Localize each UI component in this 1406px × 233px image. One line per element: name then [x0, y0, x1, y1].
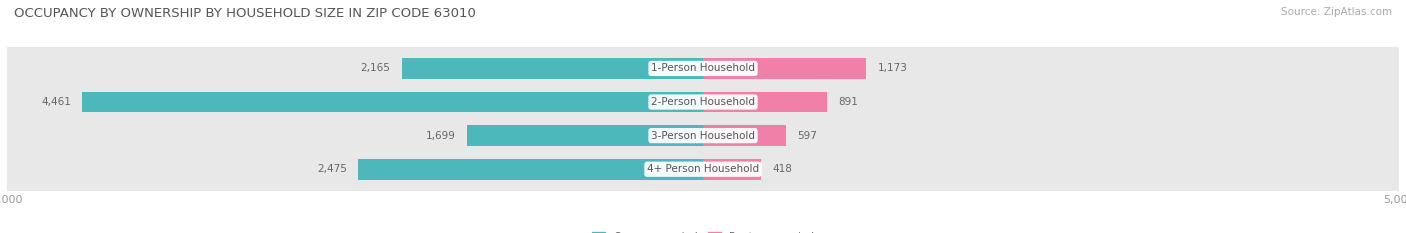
- Text: 2-Person Household: 2-Person Household: [651, 97, 755, 107]
- Legend: Owner-occupied, Renter-occupied: Owner-occupied, Renter-occupied: [588, 228, 818, 233]
- Bar: [359, 159, 703, 180]
- FancyBboxPatch shape: [7, 0, 1399, 233]
- Text: 4+ Person Household: 4+ Person Household: [647, 164, 759, 174]
- FancyBboxPatch shape: [7, 0, 1399, 233]
- Text: 4,461: 4,461: [41, 97, 70, 107]
- Text: 1,173: 1,173: [877, 63, 907, 73]
- Bar: [703, 159, 761, 180]
- Text: 2,475: 2,475: [318, 164, 347, 174]
- Bar: [82, 92, 703, 113]
- Text: 418: 418: [772, 164, 792, 174]
- Bar: [703, 58, 866, 79]
- Bar: [402, 58, 703, 79]
- Text: OCCUPANCY BY OWNERSHIP BY HOUSEHOLD SIZE IN ZIP CODE 63010: OCCUPANCY BY OWNERSHIP BY HOUSEHOLD SIZE…: [14, 7, 477, 20]
- Bar: [467, 125, 703, 146]
- FancyBboxPatch shape: [7, 0, 1399, 233]
- Text: 1,699: 1,699: [426, 131, 456, 141]
- FancyBboxPatch shape: [7, 0, 1399, 233]
- Text: Source: ZipAtlas.com: Source: ZipAtlas.com: [1281, 7, 1392, 17]
- Bar: [703, 92, 827, 113]
- Text: 2,165: 2,165: [360, 63, 391, 73]
- Text: 891: 891: [838, 97, 858, 107]
- Text: 597: 597: [797, 131, 817, 141]
- Text: 1-Person Household: 1-Person Household: [651, 63, 755, 73]
- Text: 3-Person Household: 3-Person Household: [651, 131, 755, 141]
- Bar: [703, 125, 786, 146]
